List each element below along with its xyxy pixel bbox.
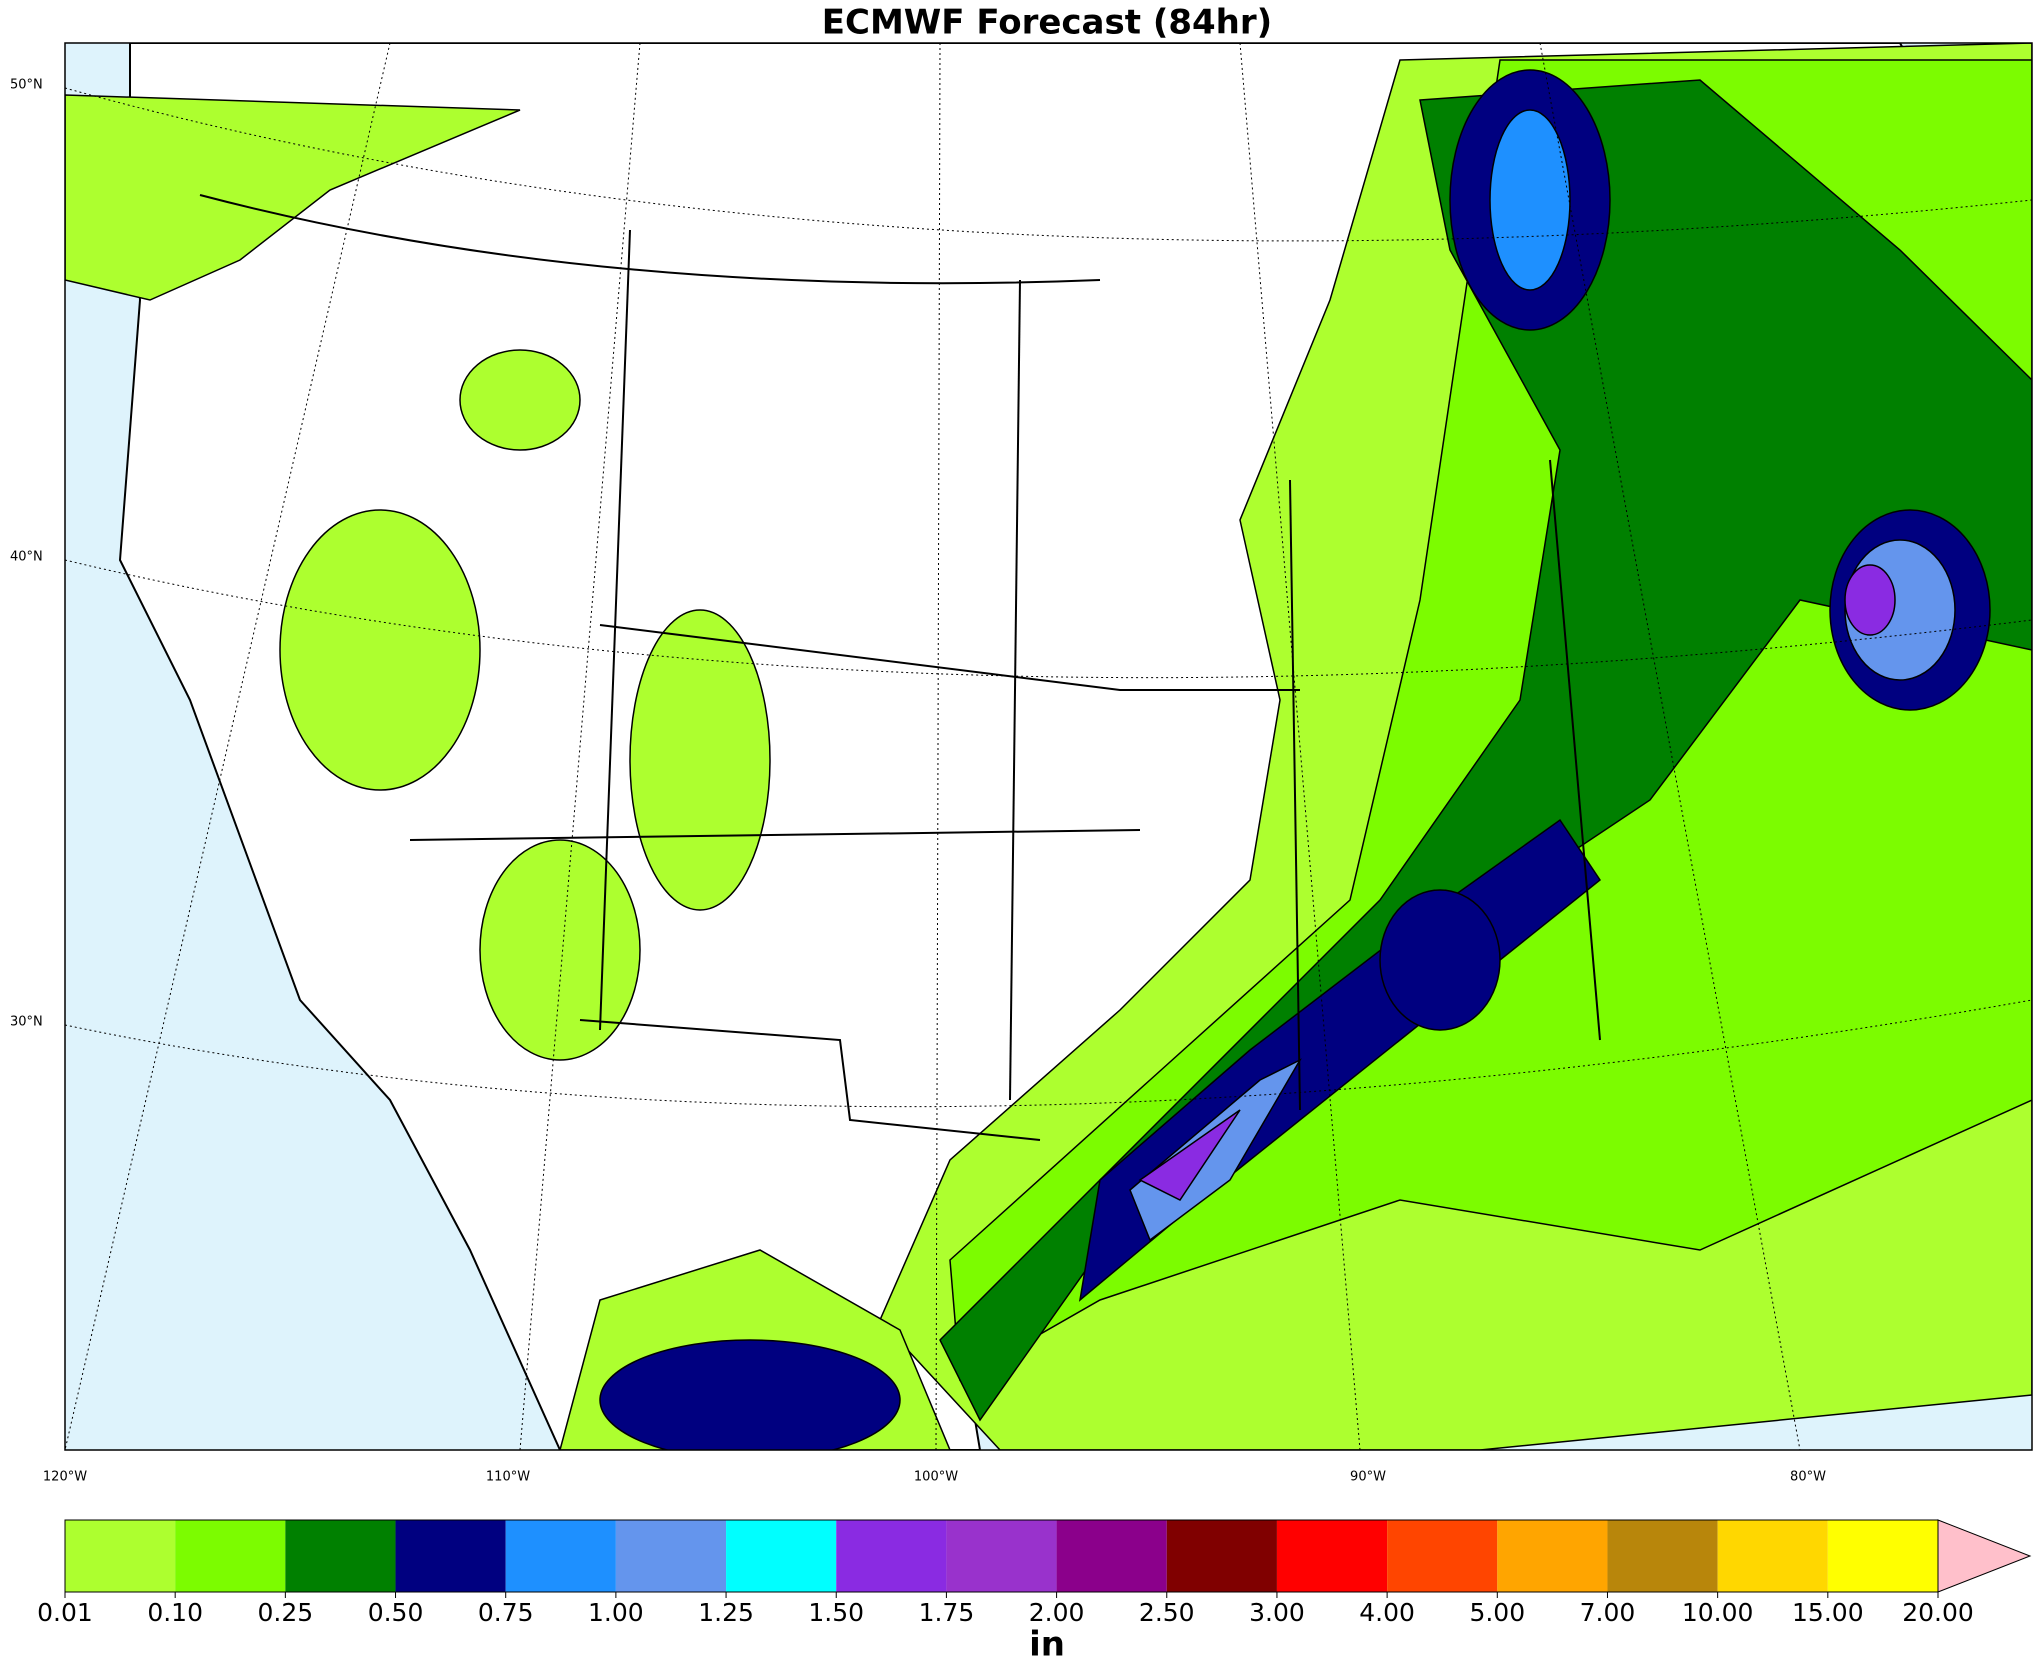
colorbar-box	[175, 1520, 286, 1592]
colorbar-tick-label: 1.00	[588, 1598, 644, 1627]
colorbar-tick-label: 1.25	[698, 1598, 754, 1627]
precipitation	[65, 43, 2032, 1450]
lon-label: 90°W	[1350, 1470, 1386, 1485]
map-frame	[64, 42, 2033, 1451]
colorbar-tick-label: 2.50	[1139, 1598, 1195, 1627]
colorbar-box	[505, 1520, 616, 1592]
colorbar-tick-label: 0.25	[258, 1598, 314, 1627]
colorbar-tick-label: 1.50	[808, 1598, 864, 1627]
colorbar-tick-label: 0.01	[37, 1598, 93, 1627]
colorbar-box	[1497, 1520, 1608, 1592]
colorbar-box	[395, 1520, 506, 1592]
colorbar-extend	[1937, 1519, 2032, 1593]
colorbar: 0.01 0.10 0.25 0.50 0.75 1.00 1.25 1.50 1.75 2.00…	[37, 1519, 2032, 1665]
colorbar-box	[615, 1520, 727, 1592]
colorbar-tick-label: 1.75	[919, 1598, 975, 1627]
state-borders	[199, 194, 1601, 1141]
colorbar-box	[1056, 1520, 1167, 1592]
colorbar-frame	[64, 1519, 1939, 1593]
lon-label: 110°W	[486, 1470, 530, 1485]
colorbar-box	[1166, 1520, 1277, 1592]
colorbar-tick-label: 2.00	[1029, 1598, 1085, 1627]
colorbar-box	[1717, 1520, 1828, 1592]
colorbar-box	[1827, 1520, 1938, 1592]
colorbar-tick-label: 10.00	[1682, 1598, 1754, 1627]
colorbar-box	[946, 1520, 1057, 1592]
colorbar-unit: in	[1029, 1625, 1065, 1665]
lat-label: 50°N	[10, 78, 43, 93]
lon-label: 80°W	[1790, 1470, 1826, 1485]
colorbar-box	[836, 1520, 947, 1592]
colorbar-box	[1276, 1520, 1388, 1592]
title: ECMWF Forecast (84hr)	[822, 3, 1272, 43]
colorbar-tick-label: 5.00	[1469, 1598, 1525, 1627]
map	[64, 42, 2033, 1451]
lon-label: 100°W	[914, 1470, 958, 1485]
colorbar-tick-label: 4.00	[1359, 1598, 1415, 1627]
colorbar-box	[1387, 1520, 1498, 1592]
colorbar-box	[1607, 1520, 1718, 1592]
colorbar-box	[285, 1520, 396, 1592]
colorbar-tick-label: 0.50	[368, 1598, 424, 1627]
colorbar-box	[726, 1520, 837, 1592]
colorbar-tick-label: 3.00	[1249, 1598, 1305, 1627]
lat-label: 40°N	[10, 550, 43, 565]
colorbar-tick-label: 7.00	[1580, 1598, 1636, 1627]
colorbar-tick-label: 0.75	[478, 1598, 534, 1627]
lat-label: 30°N	[10, 1015, 43, 1030]
colorbar-box	[65, 1520, 176, 1592]
lon-label: 120°W	[43, 1470, 87, 1485]
colorbar-tick-label: 0.10	[147, 1598, 203, 1627]
graticule	[65, 43, 2032, 1450]
colorbar-tick-label: 15.00	[1792, 1598, 1864, 1627]
colorbar-tick-label: 20.00	[1902, 1598, 1974, 1627]
